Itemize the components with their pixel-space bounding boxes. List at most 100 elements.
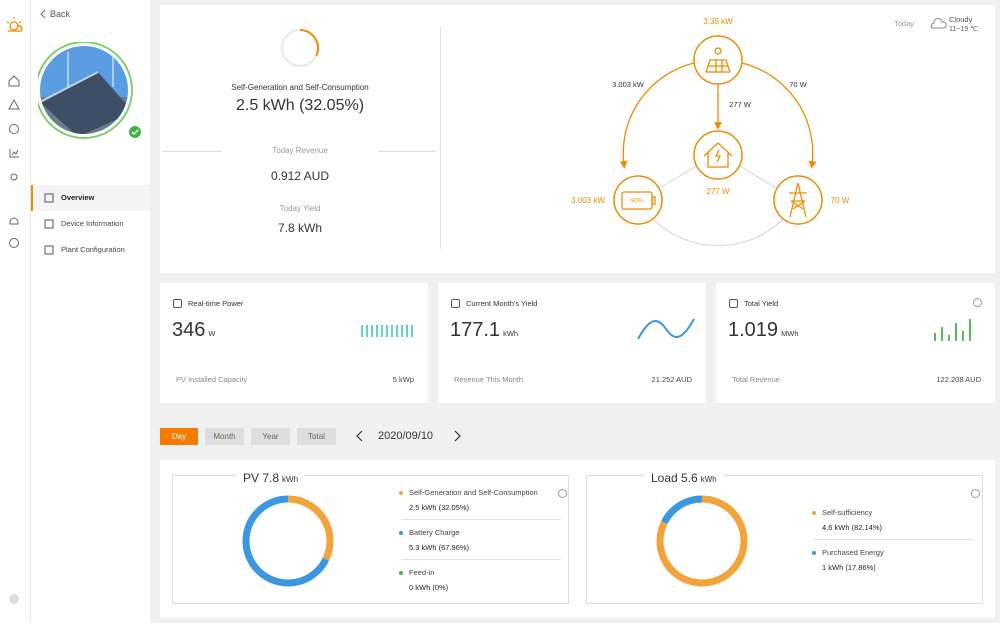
nav-icon (44, 219, 54, 229)
battery-soc: 90% (631, 199, 644, 205)
overview-panel (160, 5, 995, 273)
box-title-unit: kWh (700, 475, 717, 484)
nav-icon (44, 193, 54, 203)
card-value: 1.019 (728, 319, 779, 341)
nav-item[interactable]: Overview (61, 193, 95, 202)
grid-power: 70 W (831, 196, 850, 205)
pv-to-battery: 3.003 kW (612, 80, 645, 89)
kpi-card: Real-time Power 346 W PV Installed Capacity… (160, 283, 428, 403)
pv-power: 3.35 kW (703, 17, 733, 26)
item-label: Self-sufficiency (822, 508, 873, 517)
breakdown-box: Load 5.6 kWh Self-sufficiency 4.6 kWh (82.1… (586, 469, 983, 604)
item-label: Self-Generation and Self-Consumption (409, 488, 538, 497)
box-title: Load 5.6 kWh (645, 469, 723, 487)
energy-flow: 3.35 kW 3.003 kW 70 W 277 W 277 W 3.003 … (571, 15, 978, 247)
ratio-ring (281, 29, 319, 67)
kpi-card: Total Yield 1.019 MWh Total Revenue 122.208 … (716, 283, 995, 403)
sparkline (637, 318, 695, 340)
ratio-arc (281, 29, 319, 67)
nav-item-bg[interactable] (31, 185, 150, 211)
card-value-row: 346 W (172, 319, 215, 342)
nav-panel: Back Overview Device Information Plant Con… (31, 0, 150, 623)
info-icon[interactable] (971, 489, 980, 498)
weather-day: Today (894, 19, 914, 28)
breakdown-box: PV 7.8 kWh Self-Generation and Self-Consum… (172, 469, 569, 604)
revenue-label: Today Revenue (272, 146, 328, 155)
donut-segment (242, 495, 334, 587)
pv-to-grid: 70 W (789, 80, 807, 89)
yield-value: 7.8 kWh (277, 221, 323, 235)
box-title-text: Load 5.6 (651, 471, 698, 485)
box-title: PV 7.8 kWh (237, 469, 305, 487)
period-tab[interactable]: Total (297, 428, 336, 445)
plant-photo (38, 42, 141, 139)
yield-label: Today Yield (279, 204, 321, 213)
back-link[interactable]: Back (50, 9, 71, 19)
icon-rail (0, 0, 31, 623)
period-tab[interactable]: Year (251, 428, 290, 445)
rail-icons (6, 17, 23, 604)
sparkline (934, 319, 971, 341)
item-label: Purchased Energy (822, 548, 884, 557)
card-unit: MWh (781, 329, 799, 338)
item-value: 4.6 kWh (82.14%) (822, 523, 883, 532)
nav-icon (44, 245, 54, 255)
donut (242, 495, 334, 587)
card-value: 177.1 (450, 319, 501, 341)
nav-icon-shape (44, 193, 54, 203)
box-title-text: PV 7.8 (243, 471, 280, 485)
kpi-card: Current Month's Yield 177.1 kWh Revenue Thi… (438, 283, 706, 403)
battery-power: 3.003 kW (571, 196, 605, 205)
item-divider (401, 519, 561, 520)
card-title: Real-time Power (188, 299, 244, 308)
weather-temp: 11~19 ℃ (949, 26, 978, 33)
divider (378, 151, 436, 152)
period-tab[interactable]: Month (205, 428, 244, 445)
weather-condition: Cloudy (949, 15, 973, 24)
card-icon (729, 299, 738, 308)
divider (163, 151, 222, 152)
card-value-row: 1.019 MWh (728, 319, 799, 342)
item-value: 1 kWh (17.86%) (822, 563, 876, 572)
period-tab[interactable]: Day (160, 428, 198, 445)
footer-value: 122.208 AUD (936, 375, 981, 384)
footer-value: 21.252 AUD (651, 375, 692, 384)
sparkline (361, 325, 413, 337)
footer-value: 5 kWp (392, 375, 414, 384)
legend-dot (399, 491, 403, 495)
item-value: 5.3 kWh (67.96%) (409, 543, 470, 552)
footer-label: Revenue This Month (454, 375, 524, 384)
item-value: 2.5 kWh (32.05%) (409, 503, 470, 512)
summary-value: 2.5 kWh (32.05%) (235, 97, 365, 114)
legend-dot (812, 551, 816, 555)
divider (440, 27, 441, 249)
nav-item[interactable]: Device Information (61, 219, 124, 228)
card-title: Current Month's Yield (466, 299, 538, 308)
card-icon (173, 299, 182, 308)
info-icon[interactable] (973, 298, 982, 307)
card-unit: kWh (503, 329, 519, 338)
donut-segment (656, 495, 748, 587)
item-label: Feed-in (409, 568, 435, 577)
legend-dot (812, 511, 816, 515)
item-label: Battery Charge (409, 528, 460, 537)
info-icon[interactable] (558, 489, 567, 498)
pv-to-home: 277 W (729, 100, 752, 109)
nav-icon-shape (44, 219, 54, 229)
footer-label: Total Revenue (732, 375, 780, 384)
prev-date[interactable] (355, 430, 365, 442)
legend-dot (399, 531, 403, 535)
nav-icon-shape (44, 245, 54, 255)
card-unit: W (208, 329, 216, 338)
date[interactable]: 2020/09/10 (378, 430, 434, 442)
next-date[interactable] (452, 430, 462, 442)
nav-item[interactable]: Plant Configuration (61, 245, 125, 254)
item-divider (401, 559, 561, 560)
footer-label: PV Installed Capacity (176, 375, 248, 384)
card-value: 346 (172, 319, 206, 341)
summary-label: Self-Generation and Self-Consumption (231, 83, 369, 92)
back-icon[interactable] (39, 9, 47, 19)
donut (656, 495, 748, 587)
home-power: 277 W (706, 187, 730, 196)
